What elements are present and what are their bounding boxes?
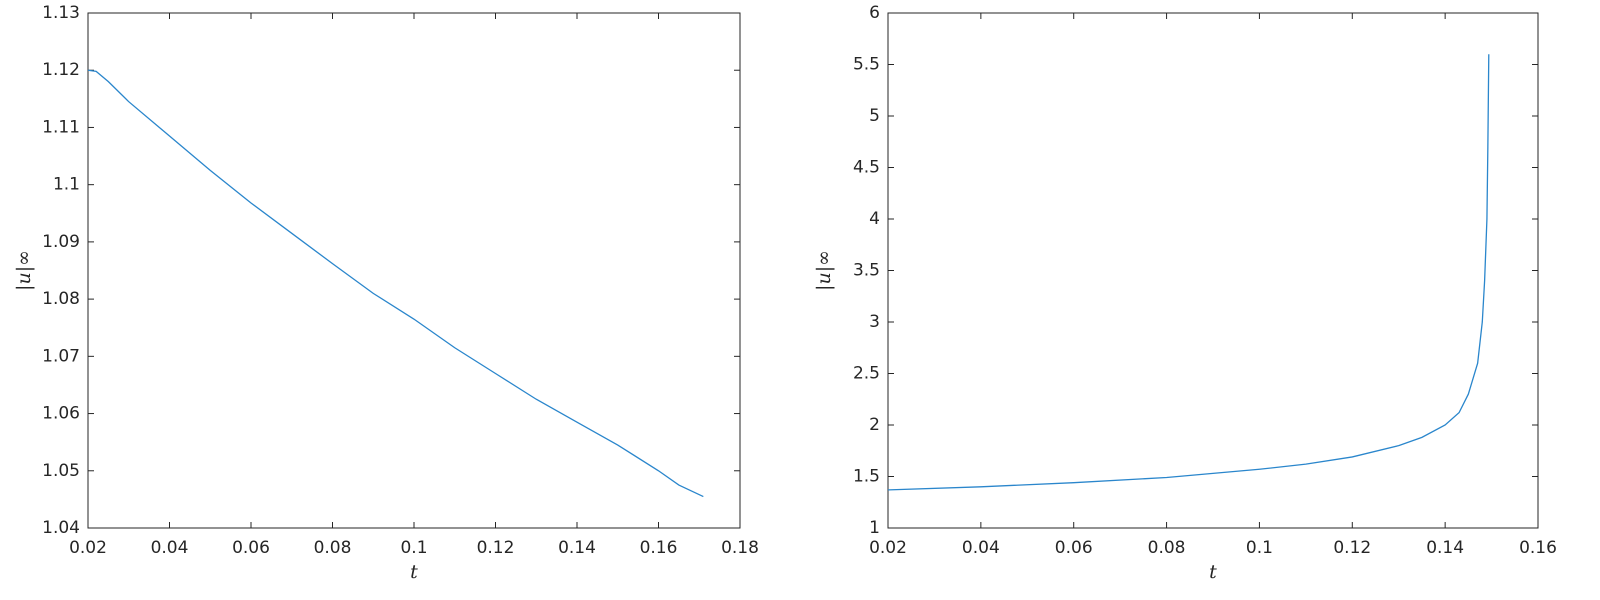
y-tick-label: 5 [869,106,880,126]
y-axis-label: |u|∞ [813,250,835,291]
y-tick-label: 1.12 [42,60,80,80]
x-tick-label: 0.04 [151,538,189,558]
x-axis-label: t [1209,561,1217,583]
y-tick-label: 1 [869,518,880,538]
x-tick-label: 0.12 [1333,538,1371,558]
y-tick-label: 6 [869,3,880,23]
y-tick-label: 1.08 [42,289,80,309]
y-tick-label: 3.5 [853,261,880,281]
y-tick-label: 3 [869,312,880,332]
y-tick-label: 1.05 [42,461,80,481]
y-tick-label: 2.5 [853,364,880,384]
x-tick-label: 0.02 [869,538,907,558]
y-tick-label: 5.5 [853,55,880,75]
x-tick-label: 0.18 [721,538,759,558]
x-tick-label: 0.02 [69,538,107,558]
x-tick-label: 0.16 [640,538,678,558]
x-tick-label: 0.06 [1055,538,1093,558]
y-tick-label: 1.04 [42,518,80,538]
axes-box [887,12,1539,529]
y-tick-label: 1.13 [42,3,80,23]
x-tick-label: 0.16 [1519,538,1557,558]
y-axis-label: |u|∞ [13,250,35,291]
y-tick-label: 1.09 [42,232,80,252]
y-tick-label: 2 [869,415,880,435]
y-tick-label: 1.06 [42,404,80,424]
y-tick-label: 1.5 [853,467,880,487]
y-tick-label: 1.1 [53,175,80,195]
data-line [887,54,1490,491]
x-tick-label: 0.1 [400,538,427,558]
axes-box [87,12,741,529]
x-tick-label: 0.06 [232,538,270,558]
y-tick-label: 4 [869,209,880,229]
x-tick-label: 0.14 [558,538,596,558]
x-axis-label: t [410,561,418,583]
x-tick-label: 0.12 [477,538,515,558]
data-line [87,69,704,498]
x-tick-label: 0.04 [962,538,1000,558]
x-tick-label: 0.14 [1426,538,1464,558]
x-tick-label: 0.08 [314,538,352,558]
y-tick-label: 4.5 [853,158,880,178]
y-tick-label: 1.07 [42,346,80,366]
x-tick-label: 0.1 [1246,538,1273,558]
y-tick-label: 1.11 [42,117,80,137]
x-tick-label: 0.08 [1148,538,1186,558]
